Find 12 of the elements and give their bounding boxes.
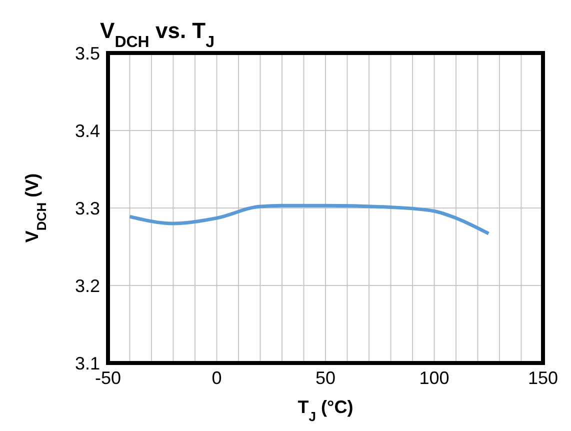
y-tick-label: 3.3 bbox=[74, 198, 100, 218]
line-series bbox=[128, 204, 490, 236]
x-tick-label: 50 bbox=[315, 368, 336, 388]
y-tick-label: 3.2 bbox=[74, 276, 100, 296]
x-tick-label: 0 bbox=[212, 368, 222, 388]
y-tick-label: 3.5 bbox=[74, 43, 100, 64]
y-tick-label: 3.4 bbox=[74, 120, 100, 141]
y-tick-label: 3.1 bbox=[74, 353, 100, 374]
x-tick-label: 100 bbox=[419, 368, 450, 388]
x-axis-title: T$_{J}$ (°C) bbox=[298, 397, 354, 424]
chart-title: V$_{DCH}$ vs. T$_{J}$ bbox=[100, 18, 215, 50]
x-tick-label: 150 bbox=[528, 368, 558, 388]
